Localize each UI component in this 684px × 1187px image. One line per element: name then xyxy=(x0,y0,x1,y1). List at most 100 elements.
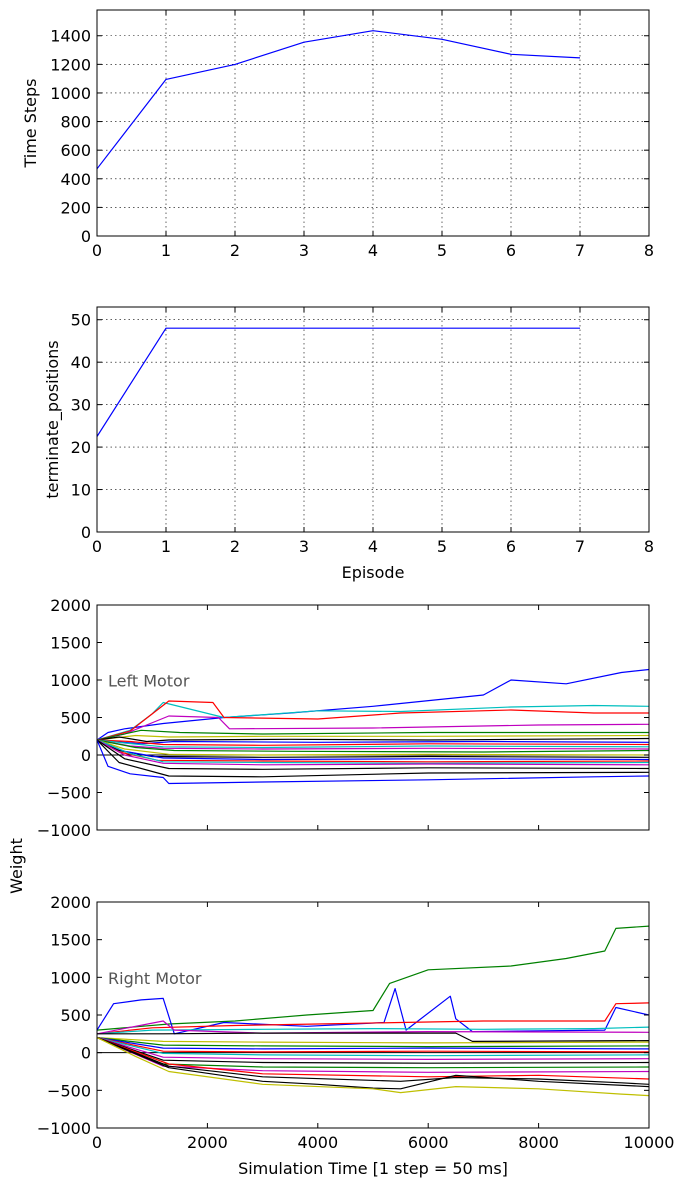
y-tick-label: 800 xyxy=(60,113,91,132)
x-tick-label: 6 xyxy=(506,241,516,260)
series-line-4 xyxy=(97,715,649,741)
y-axis-label-shared: Weight xyxy=(7,838,26,894)
y-tick-label: −500 xyxy=(47,784,91,803)
y-tick-label: 1200 xyxy=(50,55,91,74)
series-group xyxy=(97,327,580,437)
y-tick-label: 2000 xyxy=(50,596,91,615)
series-line-20 xyxy=(97,739,649,778)
series-line-13 xyxy=(97,1037,649,1064)
series-line-13 xyxy=(97,739,649,756)
x-tick-label: 8 xyxy=(644,241,654,260)
y-tick-label: 20 xyxy=(71,438,91,457)
x-tick-label: 5 xyxy=(437,537,447,556)
y-tick-label: 0 xyxy=(81,1044,91,1063)
x-axis-label: Simulation Time [1 step = 50 ms] xyxy=(238,1159,508,1178)
chart-panel-3: Left Motor −1000 −500 0 500 1000 1500 2000 xyxy=(37,596,650,840)
x-tick-label: 7 xyxy=(575,537,585,556)
y-tick-label: 50 xyxy=(71,311,91,330)
series-line-17 xyxy=(97,739,649,764)
series-line-6 xyxy=(97,734,649,741)
series-line-12 xyxy=(97,1037,649,1061)
series-line-2 xyxy=(97,987,649,1035)
y-tick-label: 30 xyxy=(71,396,91,415)
y-tick-label: −500 xyxy=(47,1081,91,1100)
series-line-10 xyxy=(97,739,649,749)
x-tick-label: 6000 xyxy=(408,1133,449,1152)
y-tick-label: 0 xyxy=(81,523,91,542)
series-line-10 xyxy=(97,1037,649,1053)
series-line-1 xyxy=(97,327,580,437)
y-tick-label: 0 xyxy=(81,227,91,246)
series-group xyxy=(97,30,581,170)
x-tick-label: 5 xyxy=(437,241,447,260)
series-line-18 xyxy=(97,1037,649,1090)
y-tick-label: −1000 xyxy=(37,821,91,840)
series-line-19 xyxy=(97,1037,649,1097)
x-tick-label: 8 xyxy=(644,537,654,556)
x-tick-label: 3 xyxy=(299,537,309,556)
series-line-3 xyxy=(97,700,649,741)
y-tick-label: 500 xyxy=(60,709,91,728)
series-line-9 xyxy=(97,739,649,746)
series-line-21 xyxy=(97,739,649,785)
x-tick-label: 8000 xyxy=(518,1133,559,1152)
series-line-12 xyxy=(97,739,649,753)
x-tick-label: 1 xyxy=(161,537,171,556)
series-line-8 xyxy=(97,739,649,745)
chart-panel-2: 0 1 2 3 4 5 6 7 8 0 10 20 30 40 50 Episode terminate_pos… xyxy=(43,306,654,582)
x-tick-label: 2 xyxy=(230,537,240,556)
y-axis-label: terminate_positions xyxy=(43,340,63,498)
x-tick-label: 0 xyxy=(92,1133,102,1152)
x-tick-label: 6 xyxy=(506,537,516,556)
x-tick-label: 4000 xyxy=(297,1133,338,1152)
y-tick-label: 0 xyxy=(81,746,91,765)
series-line-17 xyxy=(97,1037,649,1085)
y-tick-label: 1000 xyxy=(50,671,91,690)
y-tick-label: 400 xyxy=(60,170,91,189)
y-tick-label: 1400 xyxy=(50,27,91,46)
y-tick-label: 10 xyxy=(71,481,91,500)
series-line-6 xyxy=(97,1032,649,1043)
y-tick-label: 1500 xyxy=(50,931,91,950)
panel-annotation: Right Motor xyxy=(108,969,202,988)
series-line-5 xyxy=(97,729,649,741)
series-line-5 xyxy=(97,1020,649,1035)
y-tick-label: 40 xyxy=(71,353,91,372)
series-line-18 xyxy=(97,739,649,766)
x-tick-label: 0 xyxy=(92,537,102,556)
series-line-2 xyxy=(97,701,649,741)
series-line-7 xyxy=(97,736,649,743)
plot-frame xyxy=(96,901,650,1129)
series-line-3 xyxy=(97,1002,649,1035)
y-tick-label: 2000 xyxy=(50,893,91,912)
series-line-1 xyxy=(97,925,649,1031)
x-tick-label: 7 xyxy=(575,241,585,260)
y-axis-label: Time Steps xyxy=(21,78,40,168)
x-tick-label: 10000 xyxy=(624,1133,675,1152)
chart-panel-1: 0 1 2 3 4 5 6 7 8 0 200 400 600 800 1000 1200 1400 Time S… xyxy=(21,9,654,260)
series-group xyxy=(97,925,649,1097)
series-line-1 xyxy=(97,668,649,741)
series-line-4 xyxy=(97,1026,649,1035)
series-line-1 xyxy=(97,30,581,170)
x-tick-label: 4 xyxy=(368,537,378,556)
series-line-7 xyxy=(97,1037,649,1044)
y-tick-label: 600 xyxy=(60,141,91,160)
series-line-16 xyxy=(97,1037,649,1080)
series-group xyxy=(97,668,649,785)
y-tick-label: 200 xyxy=(60,198,91,217)
x-tick-label: 2 xyxy=(230,241,240,260)
series-line-9 xyxy=(97,1037,649,1050)
x-tick-label: 1 xyxy=(161,241,171,260)
y-tick-label: 1000 xyxy=(50,968,91,987)
x-tick-label: 2000 xyxy=(187,1133,228,1152)
y-tick-label: 1000 xyxy=(50,84,91,103)
plot-frame xyxy=(96,604,650,831)
y-tick-label: 1500 xyxy=(50,634,91,653)
x-axis-label: Episode xyxy=(342,563,405,582)
series-line-19 xyxy=(97,739,649,770)
series-line-14 xyxy=(97,739,649,758)
x-tick-label: 3 xyxy=(299,241,309,260)
